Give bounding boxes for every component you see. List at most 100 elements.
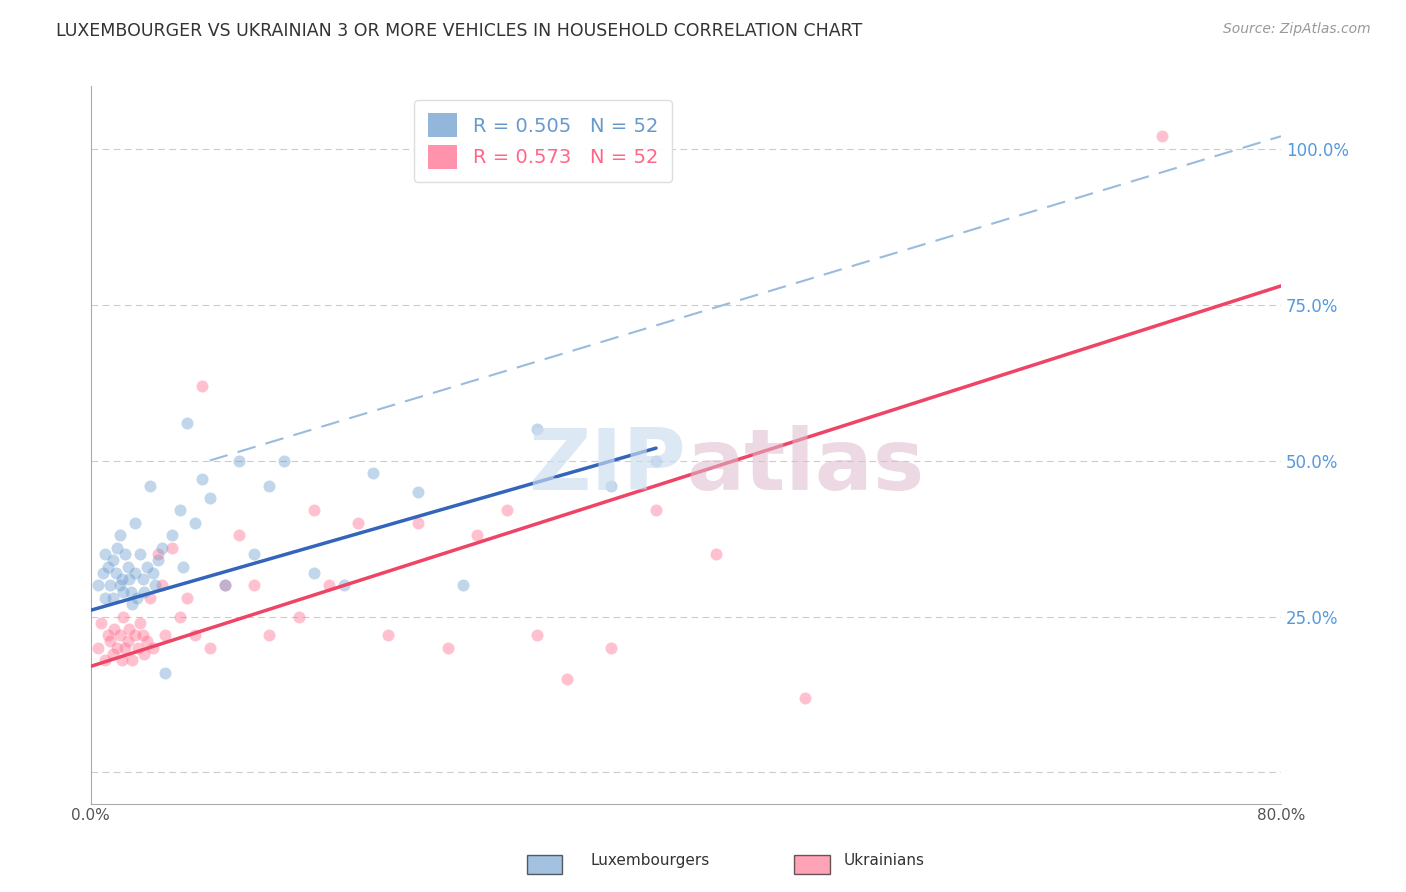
Point	[198, 491, 221, 505]
Legend: R = 0.505   N = 52, R = 0.573   N = 52: R = 0.505 N = 52, R = 0.573 N = 52	[415, 100, 672, 182]
Point	[134, 584, 156, 599]
Point	[87, 578, 110, 592]
Point	[153, 628, 176, 642]
Point	[105, 640, 128, 655]
Point	[110, 528, 132, 542]
Point	[117, 634, 139, 648]
Point	[101, 591, 124, 605]
Point	[302, 566, 325, 580]
Point	[110, 578, 132, 592]
Point	[302, 503, 325, 517]
Point	[191, 472, 214, 486]
Point	[600, 640, 623, 655]
Point	[98, 634, 121, 648]
Point	[257, 478, 280, 492]
Point	[228, 528, 250, 542]
Point	[176, 591, 198, 605]
Point	[555, 672, 578, 686]
Point	[243, 547, 266, 561]
Point	[124, 516, 146, 530]
Point	[184, 516, 207, 530]
Point	[318, 578, 340, 592]
Point	[94, 653, 117, 667]
Point	[101, 647, 124, 661]
Point	[91, 566, 114, 580]
Point	[146, 547, 169, 561]
Point	[526, 628, 548, 642]
Point	[143, 578, 166, 592]
Point	[142, 640, 165, 655]
Point	[406, 516, 429, 530]
Point	[136, 634, 159, 648]
Point	[1150, 129, 1173, 144]
Point	[124, 628, 146, 642]
Point	[332, 578, 354, 592]
Point	[162, 541, 184, 555]
Point	[139, 478, 162, 492]
Point	[111, 572, 134, 586]
Point	[128, 615, 150, 630]
Point	[600, 478, 623, 492]
Point	[134, 647, 156, 661]
Point	[142, 566, 165, 580]
Point	[131, 572, 153, 586]
Point	[118, 572, 141, 586]
Point	[377, 628, 399, 642]
Point	[214, 578, 236, 592]
Point	[496, 503, 519, 517]
Text: Ukrainians: Ukrainians	[844, 854, 925, 868]
Point	[112, 609, 135, 624]
Text: LUXEMBOURGER VS UKRAINIAN 3 OR MORE VEHICLES IN HOUSEHOLD CORRELATION CHART: LUXEMBOURGER VS UKRAINIAN 3 OR MORE VEHI…	[56, 22, 862, 40]
Point	[110, 628, 132, 642]
Point	[645, 453, 668, 467]
Point	[214, 578, 236, 592]
Point	[150, 578, 173, 592]
Point	[112, 584, 135, 599]
Point	[436, 640, 458, 655]
Point	[101, 553, 124, 567]
Point	[363, 466, 385, 480]
Point	[645, 503, 668, 517]
Point	[114, 547, 136, 561]
Text: atlas: atlas	[686, 425, 924, 508]
Point	[90, 615, 112, 630]
Point	[704, 547, 727, 561]
Point	[120, 584, 142, 599]
Point	[121, 597, 143, 611]
Point	[288, 609, 311, 624]
Point	[793, 690, 815, 705]
Point	[97, 628, 120, 642]
Point	[128, 547, 150, 561]
Point	[98, 578, 121, 592]
Point	[125, 591, 148, 605]
Text: ZIP: ZIP	[529, 425, 686, 508]
Point	[451, 578, 474, 592]
Point	[191, 378, 214, 392]
Point	[273, 453, 295, 467]
Point	[467, 528, 489, 542]
Point	[162, 528, 184, 542]
Point	[526, 422, 548, 436]
Point	[228, 453, 250, 467]
Point	[169, 503, 191, 517]
Point	[94, 547, 117, 561]
Point	[111, 653, 134, 667]
Point	[94, 591, 117, 605]
Point	[104, 566, 127, 580]
Text: Luxembourgers: Luxembourgers	[591, 854, 710, 868]
Point	[153, 665, 176, 680]
Point	[184, 628, 207, 642]
Point	[97, 559, 120, 574]
Point	[136, 559, 159, 574]
Point	[131, 628, 153, 642]
Point	[243, 578, 266, 592]
Point	[146, 553, 169, 567]
Point	[103, 622, 125, 636]
Point	[172, 559, 194, 574]
Point	[118, 622, 141, 636]
Point	[117, 559, 139, 574]
Text: Source: ZipAtlas.com: Source: ZipAtlas.com	[1223, 22, 1371, 37]
Point	[406, 484, 429, 499]
Point	[105, 541, 128, 555]
Point	[347, 516, 370, 530]
